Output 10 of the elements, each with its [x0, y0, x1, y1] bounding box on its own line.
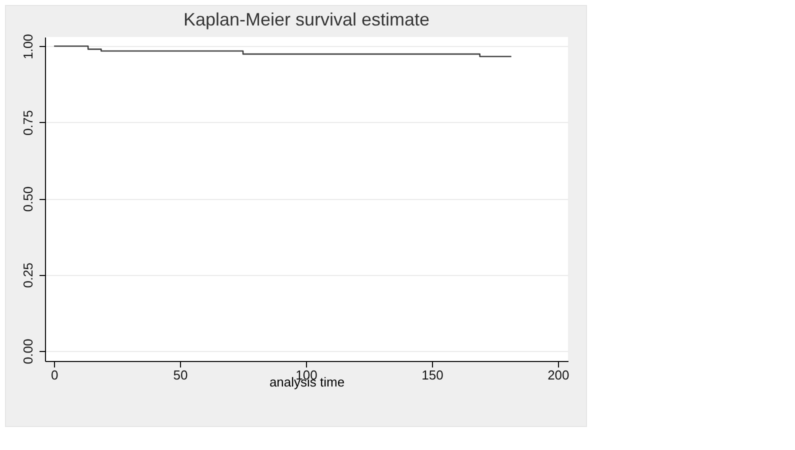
x-tick-label: 50 [173, 368, 188, 382]
y-tick-label: 1.00 [20, 34, 36, 60]
chart-title: Kaplan-Meier survival estimate [183, 9, 430, 30]
x-tick-label: 150 [422, 368, 444, 382]
y-tick-label: 0.50 [20, 186, 36, 212]
y-tick-label: 0.25 [20, 262, 36, 288]
y-tick-label: 0.00 [20, 338, 36, 364]
x-tick-label: 200 [548, 368, 570, 382]
y-tick-label: 0.75 [20, 110, 36, 136]
x-tick-label: 0 [50, 368, 58, 382]
